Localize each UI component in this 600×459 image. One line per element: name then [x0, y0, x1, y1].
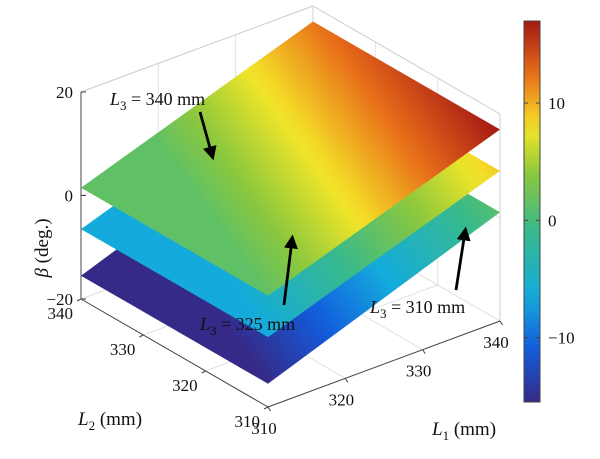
annotations: L3 = 340 mm L3 = 325 mm L3 = 310 mm	[109, 89, 471, 338]
x-tick-label: 320	[329, 390, 355, 409]
y-tick-label: 330	[110, 340, 136, 359]
series-arrow	[198, 111, 217, 161]
z-tick-label: 20	[56, 83, 73, 102]
colorbar: −10 0 10	[523, 20, 575, 403]
y-tick	[263, 406, 269, 410]
x-tick-label: 340	[483, 333, 509, 352]
y-tick	[76, 298, 82, 302]
z-tick-label: −20	[46, 290, 73, 309]
z-axis-label: β (deg.)	[32, 218, 53, 278]
box-edge	[80, 5, 314, 93]
y-tick	[201, 370, 206, 374]
y-axis-line	[80, 298, 269, 408]
y-tick-label: 320	[172, 376, 198, 395]
series-label-3325: L3 = 325 mm	[199, 314, 295, 338]
x-tick	[267, 406, 271, 412]
series-arrow	[454, 226, 471, 291]
x-tick	[344, 378, 349, 383]
series-label-3310: L3 = 310 mm	[369, 297, 465, 321]
box-edge	[312, 5, 501, 115]
x-tick-label: 310	[251, 419, 277, 438]
x-tick	[422, 349, 426, 354]
z-tick-label: 0	[65, 187, 74, 206]
series-label-3340: L3 = 340 mm	[109, 89, 205, 113]
y-tick-label: 340	[48, 304, 74, 323]
surface-3340	[81, 21, 500, 296]
x-axis-label: L1 (mm)	[431, 419, 496, 443]
colorbar-tick-label: 0	[548, 211, 557, 230]
x-tick-label: 330	[406, 362, 432, 381]
x-axis-line	[267, 320, 501, 408]
y-tick	[139, 334, 144, 338]
colorbar-tick-label: −10	[548, 329, 575, 348]
series-arrow	[282, 234, 298, 306]
y-tick-label: 310	[235, 412, 261, 431]
colorbar-gradient	[523, 20, 541, 403]
x-tick	[499, 320, 503, 326]
y-axis-label: L2 (mm)	[77, 409, 142, 433]
colorbar-tick-label: 10	[548, 94, 565, 113]
